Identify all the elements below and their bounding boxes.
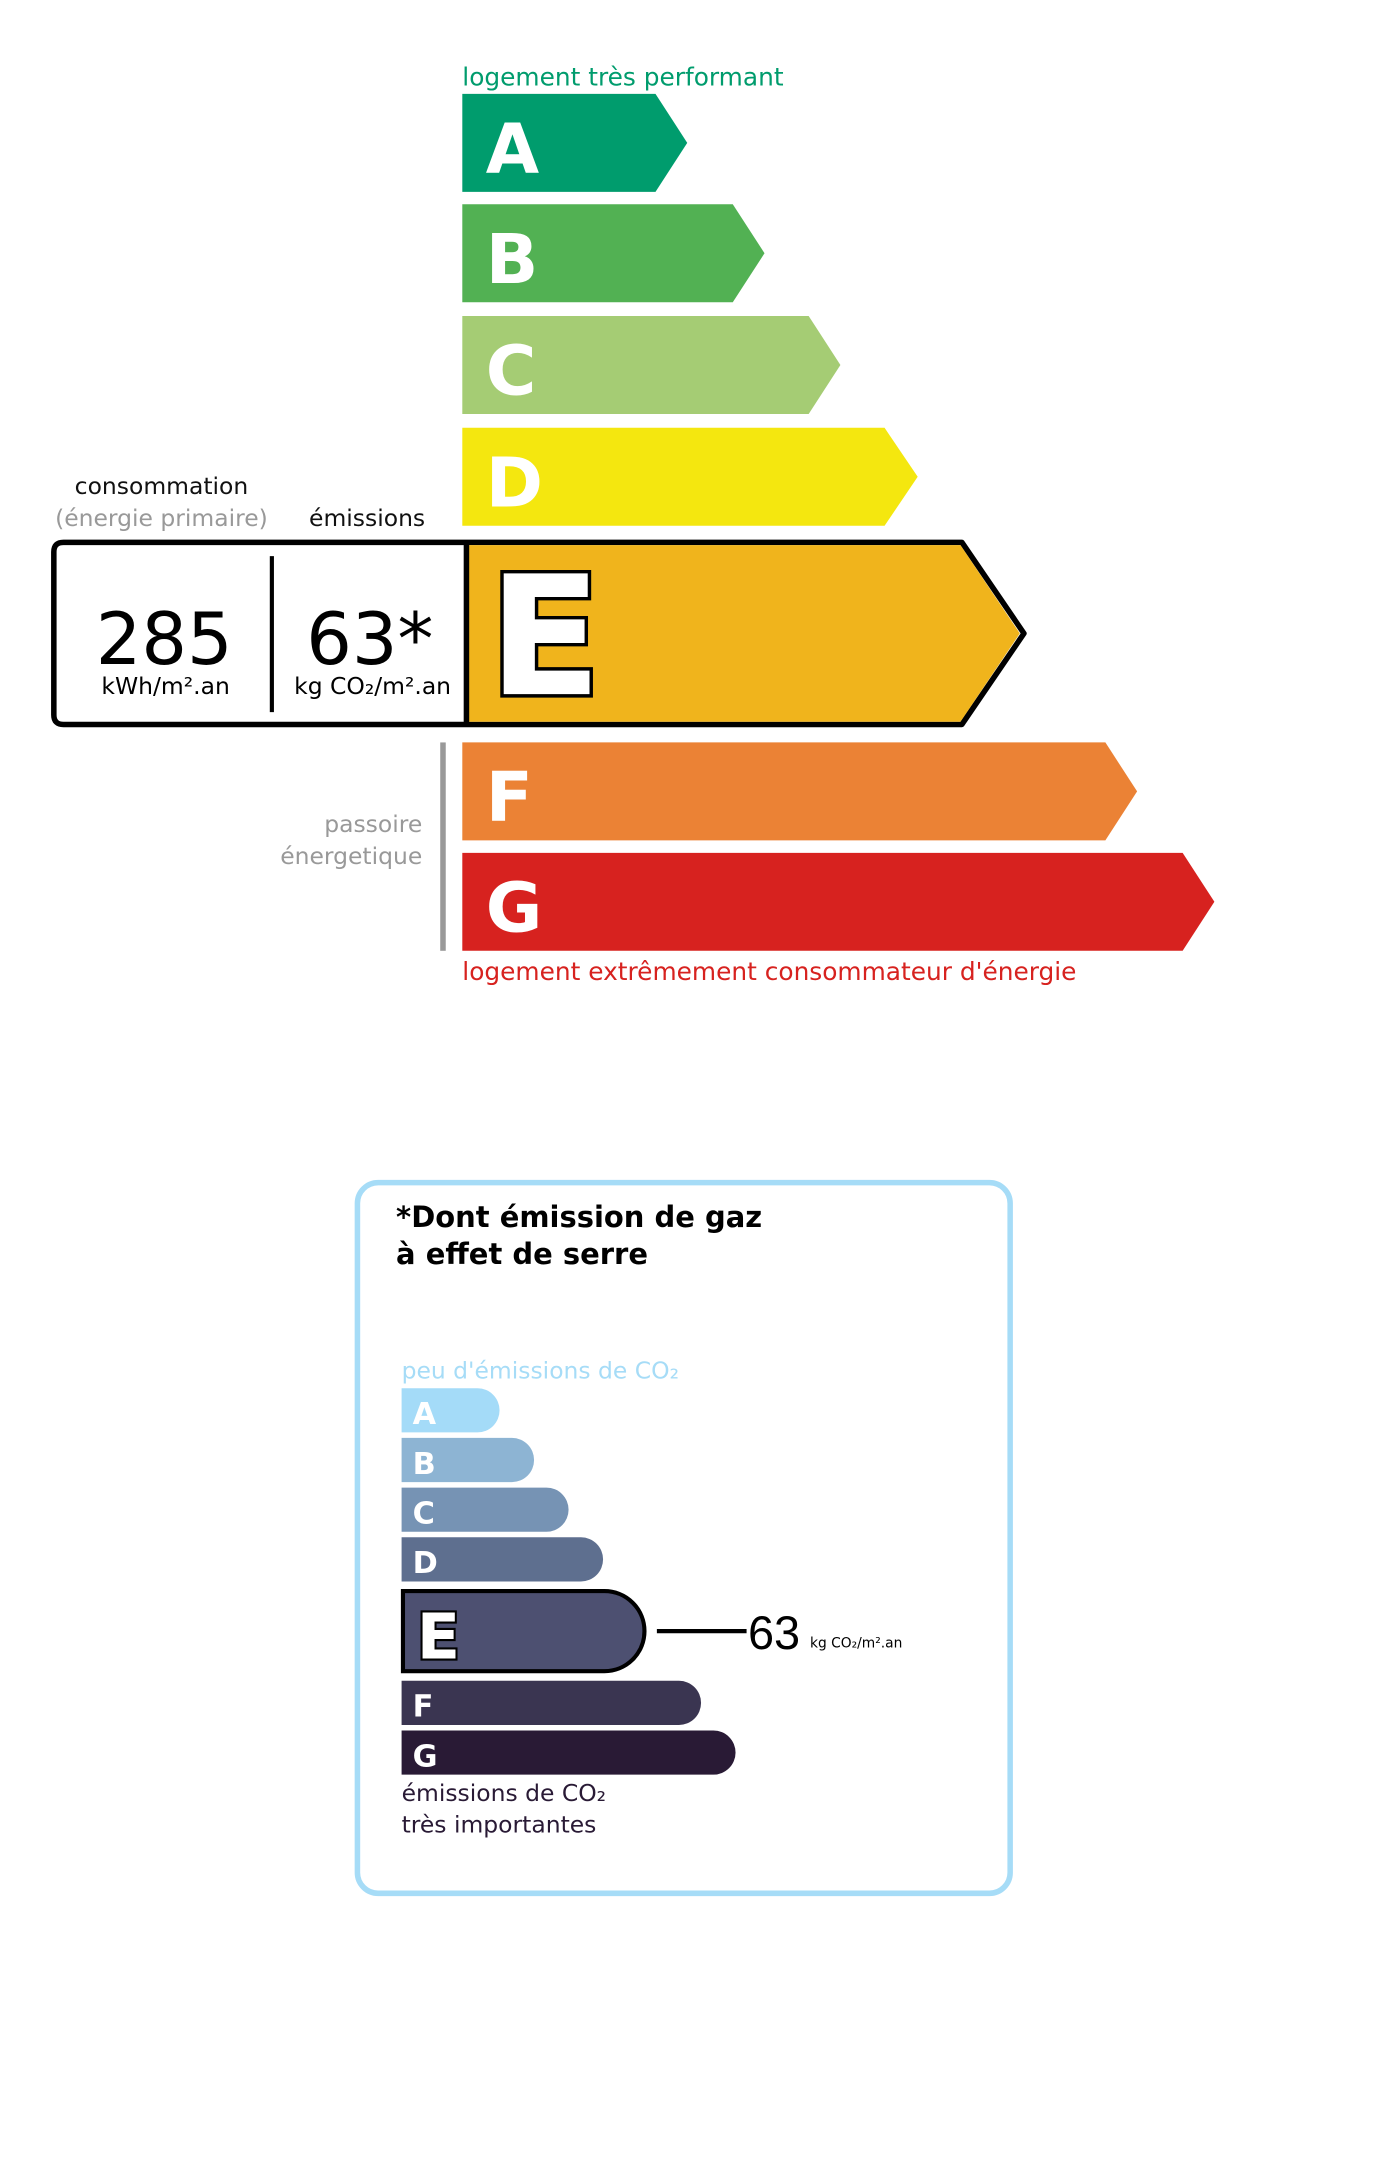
ges-class-g-bar: G	[401, 1730, 736, 1775]
emissions-label: émissions	[309, 504, 425, 532]
energy-label: logement très performant A B C D consomm…	[51, 63, 1215, 986]
ges-label: *Dont émission de gaz à effet de serre p…	[354, 1179, 1013, 1897]
ges-unit: kg CO₂/m².an	[810, 1636, 902, 1652]
ges-value: 63	[748, 1607, 800, 1659]
current-class-indicator: E 285 kWh/m².an 63* kg CO₂/m².an	[51, 538, 1027, 738]
class-letter: A	[486, 109, 540, 189]
ges-bottom-caption-line1: émissions de CO₂	[402, 1779, 607, 1807]
consumption-unit: kWh/m².an	[101, 672, 229, 700]
class-letter: B	[486, 220, 539, 300]
class-c-bar: C	[462, 316, 841, 414]
class-a-bar: A	[462, 93, 688, 192]
bottom-caption: logement extrêmement consommateur d'éner…	[462, 957, 1076, 986]
ges-class-f-bar: F	[401, 1680, 702, 1725]
ges-class-d-bar: D	[401, 1537, 604, 1582]
consumption-label: consommation	[75, 472, 249, 500]
ges-title-line2: à effet de serre	[396, 1237, 648, 1271]
class-letter: C	[486, 332, 537, 412]
consumption-sublabel: (énergie primaire)	[55, 504, 268, 532]
class-f-bar: F	[462, 742, 1138, 841]
ges-title-line1: *Dont émission de gaz	[396, 1200, 762, 1234]
class-letter: G	[486, 868, 543, 948]
class-letter: D	[413, 1546, 438, 1581]
class-letter: F	[486, 758, 533, 838]
ges-current-class-letter: E	[417, 1600, 460, 1674]
top-caption: logement très performant	[462, 63, 784, 92]
class-letter: F	[413, 1690, 434, 1725]
class-letter: D	[486, 443, 543, 523]
consumption-value: 285	[96, 597, 233, 681]
ges-current-class-bar: E 63 kg CO₂/m².an	[400, 1589, 902, 1676]
passoire-bracket	[440, 742, 446, 951]
class-letter: G	[413, 1739, 438, 1774]
ges-top-caption: peu d'émissions de CO₂	[402, 1357, 679, 1385]
class-g-bar: G	[462, 852, 1215, 951]
ges-bottom-caption-line2: très importantes	[402, 1811, 597, 1839]
ges-class-c-bar: C	[401, 1487, 569, 1532]
emissions-value: 63*	[306, 597, 433, 681]
class-d-bar: D	[462, 427, 918, 526]
ges-class-b-bar: B	[401, 1437, 535, 1483]
class-letter: C	[413, 1496, 435, 1531]
current-class-letter: E	[489, 541, 602, 734]
passoire-label-line1: passoire	[324, 810, 422, 838]
class-letter: A	[413, 1397, 437, 1432]
class-b-bar: B	[462, 204, 765, 303]
passoire-label-line2: énergetique	[280, 842, 422, 870]
class-letter: B	[413, 1447, 436, 1482]
ges-class-a-bar: A	[401, 1388, 500, 1433]
emissions-unit: kg CO₂/m².an	[294, 672, 451, 700]
